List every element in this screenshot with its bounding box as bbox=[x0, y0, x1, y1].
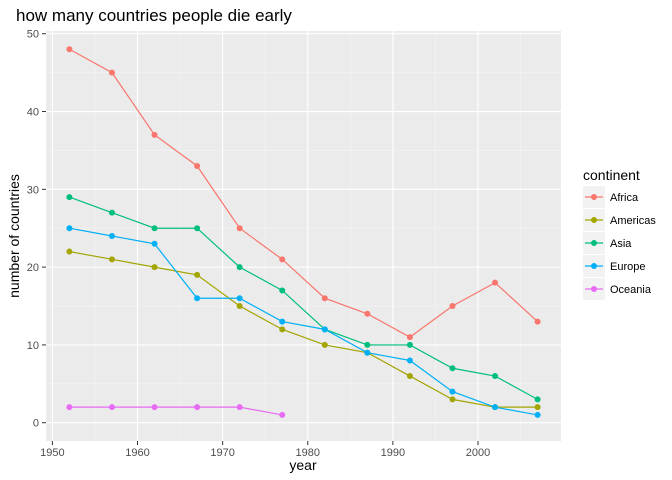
data-point-americas bbox=[534, 404, 541, 411]
legend-item-oceania: Oceania bbox=[583, 278, 652, 300]
y-tick-label: 30 bbox=[27, 184, 39, 196]
legend-key-point bbox=[591, 263, 597, 269]
data-point-europe bbox=[108, 233, 115, 239]
data-point-americas bbox=[279, 326, 286, 333]
data-point-europe bbox=[534, 411, 541, 418]
data-point-africa bbox=[364, 310, 371, 317]
data-point-africa bbox=[236, 225, 243, 232]
data-point-americas bbox=[321, 341, 328, 348]
x-tick-label: 1970 bbox=[210, 447, 234, 459]
x-axis-title: year bbox=[289, 457, 317, 473]
data-point-asia bbox=[66, 194, 73, 201]
legend-label: Asia bbox=[610, 238, 632, 250]
legend-label: Europe bbox=[610, 261, 645, 273]
axis-ticks: 1950 1960 1970 1980 1990 2000 0 10 20 30 40 50 bbox=[27, 29, 490, 459]
series-oceania bbox=[66, 404, 286, 418]
legend-key-point bbox=[591, 194, 597, 200]
data-point-europe bbox=[449, 388, 456, 395]
y-tick-label: 20 bbox=[27, 262, 39, 274]
data-point-europe bbox=[406, 357, 413, 364]
legend-item-asia: Asia bbox=[583, 232, 632, 254]
data-point-americas bbox=[66, 248, 73, 255]
series-line-oceania bbox=[69, 406, 283, 416]
data-point-europe bbox=[321, 326, 328, 333]
data-point-europe bbox=[279, 318, 286, 325]
data-point-americas bbox=[108, 256, 115, 263]
series-layer bbox=[66, 46, 541, 418]
data-point-oceania bbox=[236, 404, 243, 411]
data-point-africa bbox=[66, 46, 73, 53]
series-line-asia bbox=[69, 196, 538, 400]
data-point-africa bbox=[449, 303, 456, 310]
data-point-africa bbox=[492, 279, 499, 286]
legend-key-point bbox=[591, 217, 597, 223]
data-point-europe bbox=[194, 295, 201, 302]
chart-title: how many countries people die early bbox=[16, 6, 292, 25]
data-point-americas bbox=[406, 373, 413, 380]
legend-label: Americas bbox=[610, 215, 656, 227]
legend: continent Africa Americas Asia Europe Oceani… bbox=[583, 167, 656, 300]
data-point-oceania bbox=[108, 404, 115, 411]
plot-panel bbox=[46, 31, 561, 441]
data-point-americas bbox=[194, 271, 201, 278]
data-point-europe bbox=[236, 295, 243, 302]
series-asia bbox=[66, 194, 541, 403]
data-point-europe bbox=[492, 404, 499, 411]
series-line-europe bbox=[69, 227, 538, 416]
data-point-europe bbox=[66, 225, 73, 232]
y-tick-label: 0 bbox=[33, 418, 39, 430]
series-line-africa bbox=[69, 48, 538, 338]
data-point-oceania bbox=[279, 411, 286, 418]
x-tick-label: 1980 bbox=[296, 447, 320, 459]
x-tick-label: 2000 bbox=[466, 447, 490, 459]
data-point-asia bbox=[364, 341, 371, 348]
legend-label: Africa bbox=[610, 192, 639, 204]
data-point-asia bbox=[279, 287, 286, 294]
x-tick-label: 1990 bbox=[381, 447, 405, 459]
data-point-asia bbox=[492, 373, 499, 380]
data-point-americas bbox=[151, 264, 158, 271]
x-tick-label: 1960 bbox=[125, 447, 149, 459]
legend-key-point bbox=[591, 286, 597, 292]
data-point-asia bbox=[236, 264, 243, 271]
data-point-asia bbox=[534, 396, 541, 403]
legend-item-americas: Americas bbox=[583, 209, 656, 231]
data-point-africa bbox=[108, 69, 115, 76]
data-point-africa bbox=[534, 318, 541, 325]
x-tick-label: 1950 bbox=[40, 447, 64, 459]
data-point-oceania bbox=[194, 404, 201, 411]
data-point-europe bbox=[151, 240, 158, 247]
series-europe bbox=[66, 225, 541, 418]
data-point-asia bbox=[406, 341, 413, 348]
data-point-americas bbox=[236, 303, 243, 310]
data-point-asia bbox=[108, 209, 115, 216]
data-point-oceania bbox=[151, 404, 158, 411]
y-tick-label: 50 bbox=[27, 29, 39, 41]
legend-label: Oceania bbox=[610, 284, 652, 296]
y-tick-label: 40 bbox=[27, 107, 39, 119]
data-point-oceania bbox=[66, 404, 73, 411]
legend-item-europe: Europe bbox=[583, 255, 645, 277]
legend-item-africa: Africa bbox=[583, 186, 639, 208]
data-point-africa bbox=[321, 295, 328, 302]
y-tick-label: 10 bbox=[27, 340, 39, 352]
data-point-africa bbox=[406, 334, 413, 341]
series-line-americas bbox=[69, 250, 538, 408]
data-point-americas bbox=[449, 396, 456, 403]
grid-lines bbox=[46, 31, 561, 441]
data-point-asia bbox=[194, 225, 201, 232]
series-africa bbox=[66, 46, 541, 341]
data-point-africa bbox=[279, 256, 286, 263]
data-point-asia bbox=[449, 365, 456, 372]
data-point-europe bbox=[364, 349, 371, 356]
data-point-asia bbox=[151, 225, 158, 232]
data-point-africa bbox=[194, 162, 201, 169]
y-axis-title: number of countries bbox=[6, 174, 22, 298]
legend-title: continent bbox=[583, 167, 640, 183]
legend-key-point bbox=[591, 240, 597, 246]
data-point-africa bbox=[151, 131, 158, 138]
